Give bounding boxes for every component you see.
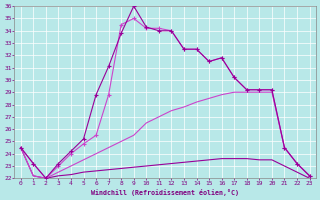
X-axis label: Windchill (Refroidissement éolien,°C): Windchill (Refroidissement éolien,°C) bbox=[91, 189, 239, 196]
